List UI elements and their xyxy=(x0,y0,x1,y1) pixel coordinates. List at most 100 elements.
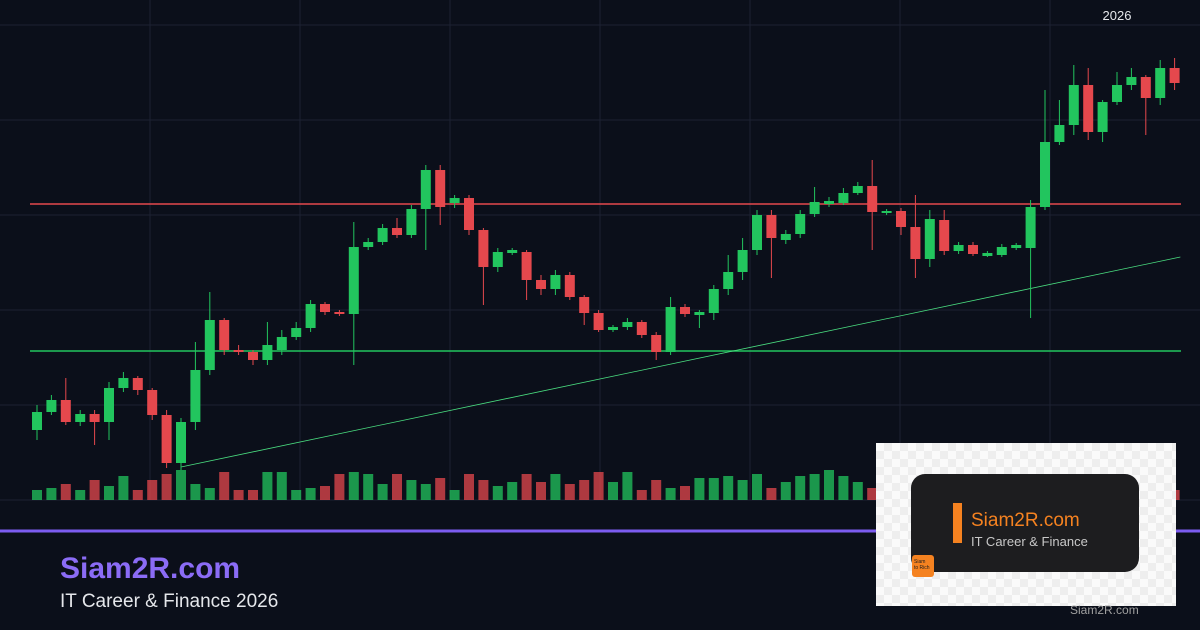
volume-bar xyxy=(795,476,806,500)
candle-body xyxy=(953,245,964,251)
volume-bar xyxy=(708,478,719,500)
candle-body xyxy=(924,219,935,259)
volume-bar xyxy=(852,482,863,500)
volume-bar xyxy=(392,474,402,500)
candle-body xyxy=(132,378,143,390)
volume-bar xyxy=(377,484,388,500)
volume-bar xyxy=(737,480,748,500)
watermark-bar xyxy=(953,503,962,543)
candle-body xyxy=(608,327,618,330)
volume-bar xyxy=(348,472,359,500)
candle-body xyxy=(881,211,892,213)
watermark-badge: Siam to Rich xyxy=(912,555,934,577)
candle-body xyxy=(161,415,172,463)
candle-body xyxy=(752,215,762,250)
volume-bar xyxy=(75,490,86,500)
candle-body xyxy=(392,228,402,235)
candle-body xyxy=(478,230,489,267)
candle-body xyxy=(1169,68,1180,83)
volume-bar xyxy=(334,474,345,500)
volume-bar xyxy=(420,484,431,500)
candle-body xyxy=(75,414,86,422)
candle-body xyxy=(320,304,330,312)
volume-bar xyxy=(867,488,878,500)
candle-body xyxy=(176,422,186,463)
volume-bar xyxy=(132,490,143,500)
candle-body xyxy=(939,220,950,251)
candle-body xyxy=(248,352,258,360)
volume-bar xyxy=(147,480,158,500)
volume-bar xyxy=(118,476,129,500)
candle-body xyxy=(910,227,921,259)
candle-body xyxy=(766,215,777,238)
candle-body xyxy=(1025,207,1036,248)
volume-bar xyxy=(492,486,503,500)
candle-body xyxy=(550,275,561,289)
volume-bar xyxy=(780,482,791,500)
candle-body xyxy=(276,337,287,350)
volume-bar xyxy=(233,490,244,500)
volume-bar xyxy=(507,482,518,500)
volume-bar xyxy=(176,470,186,500)
volume-bar xyxy=(406,480,417,500)
candle-body xyxy=(838,193,849,203)
volume-bar xyxy=(636,490,647,500)
volume-bar xyxy=(89,480,100,500)
candle-body xyxy=(564,275,575,297)
volume-bar xyxy=(435,478,446,500)
candle-body xyxy=(780,234,791,240)
candle-body xyxy=(104,388,114,422)
candle-body xyxy=(536,280,546,289)
volume-bar xyxy=(248,490,258,500)
candle-body xyxy=(190,370,201,422)
candle-body xyxy=(1155,68,1166,98)
candle-body xyxy=(377,228,388,242)
candle-body xyxy=(1083,85,1094,132)
candle-body xyxy=(636,322,647,335)
candle-body xyxy=(982,253,993,256)
volume-bar xyxy=(622,472,633,500)
volume-bar xyxy=(550,474,561,500)
volume-bar xyxy=(593,472,604,500)
candle-body xyxy=(305,304,316,328)
candle-body xyxy=(809,202,820,214)
candle-body xyxy=(852,186,863,193)
volume-bar xyxy=(824,470,834,500)
volume-bar xyxy=(320,486,330,500)
badge-line: to Rich xyxy=(914,565,930,571)
volume-bar xyxy=(46,488,57,500)
watermark-footer: Siam2R.com xyxy=(1070,603,1139,617)
volume-bar xyxy=(104,486,114,500)
volume-bar xyxy=(838,476,849,500)
volume-bar xyxy=(204,488,215,500)
candle-body xyxy=(291,328,302,337)
candle-body xyxy=(723,272,734,289)
candle-body xyxy=(896,211,906,227)
candle-body xyxy=(824,201,834,204)
badge-line: Siam xyxy=(914,559,926,565)
volume-bar xyxy=(219,472,230,500)
volume-bar xyxy=(291,490,302,500)
volume-bar xyxy=(579,480,590,500)
candle-body xyxy=(1054,125,1065,142)
watermark-subtitle: IT Career & Finance xyxy=(971,534,1088,549)
x-tick-label: 2026 xyxy=(1103,8,1132,23)
candle-body xyxy=(89,414,100,422)
candle-body xyxy=(665,307,676,352)
candle-body xyxy=(795,214,806,234)
volume-bar xyxy=(262,472,273,500)
candle-body xyxy=(147,390,158,415)
candle-body xyxy=(1097,102,1108,132)
volume-bar xyxy=(752,474,762,500)
candle-body xyxy=(708,289,719,313)
candle-body xyxy=(968,245,978,254)
volume-bar xyxy=(536,482,546,500)
volume-bar xyxy=(276,472,287,500)
volume-bar xyxy=(478,480,489,500)
candle-body xyxy=(406,209,417,235)
candle-body xyxy=(262,345,273,360)
volume-bar xyxy=(680,486,690,500)
watermark: Siam2R.com IT Career & Finance Siam to R… xyxy=(876,443,1176,617)
candle-body xyxy=(996,247,1007,255)
candle-body xyxy=(32,412,42,430)
